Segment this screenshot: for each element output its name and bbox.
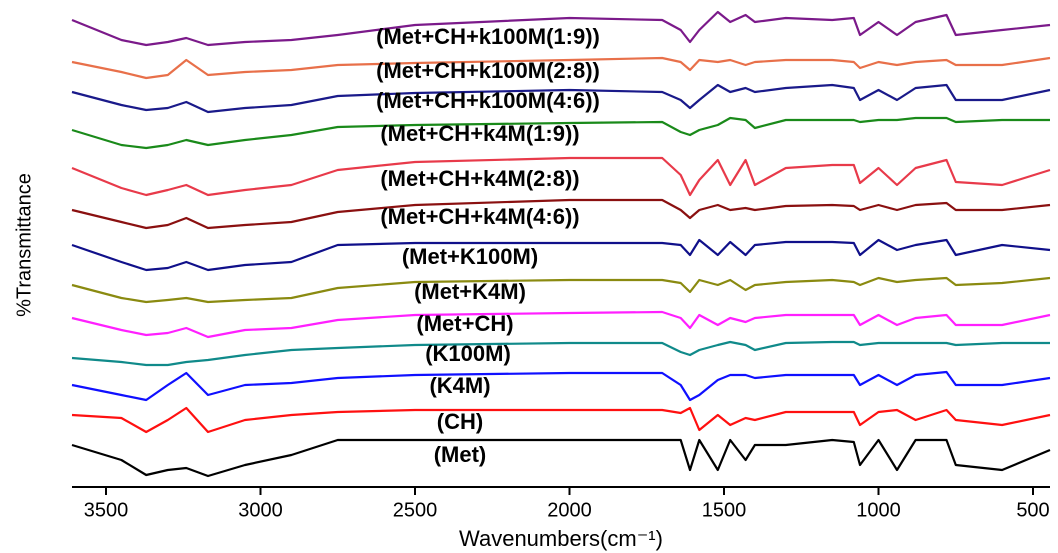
x-tick-label: 3500 <box>84 499 129 521</box>
spectrum-line <box>71 406 1051 434</box>
series-label: (Met+CH) <box>416 311 513 336</box>
spectrum-line <box>71 276 1051 304</box>
series-label: (Met+CH+k4M(1:9)) <box>380 121 579 146</box>
series-label: (K4M) <box>429 373 490 398</box>
spectrum-line <box>71 238 1051 272</box>
x-tick-label: 2500 <box>393 499 438 521</box>
x-tick-label: 1500 <box>702 499 747 521</box>
x-tick-label: 3000 <box>238 499 283 521</box>
spectrum-line <box>71 116 1050 150</box>
spectrum-line <box>71 340 1050 367</box>
series-label: (K100M) <box>425 341 511 366</box>
spectrum-line <box>71 310 1051 339</box>
x-tick-label: 500 <box>1016 499 1049 521</box>
spectrum-line <box>71 370 1051 402</box>
series-label: (Met) <box>434 442 487 467</box>
spectrum-line <box>71 198 1051 230</box>
series-label: (Met+CH+k100M(4:6)) <box>376 88 600 113</box>
spectrum-line <box>71 10 1051 47</box>
spectrum-line <box>71 438 1051 478</box>
series-label: (Met+K4M) <box>414 279 526 304</box>
spectrum-line <box>71 56 1051 80</box>
x-tick-label: 1000 <box>856 499 901 521</box>
y-axis-title: %Transmittance <box>13 173 35 317</box>
series-label: (Met+K100M) <box>402 244 538 269</box>
spectrum-line <box>71 83 1051 114</box>
x-axis-title: Wavenumbers(cm⁻¹) <box>459 526 663 551</box>
x-tick-label: 2000 <box>547 499 592 521</box>
series-label: (Met+CH+k4M(2:8)) <box>380 166 579 191</box>
series-label: (Met+CH+k4M(4:6)) <box>380 204 579 229</box>
series-label: (Met+CH+k100M(2:8)) <box>376 58 600 83</box>
series-label: (CH) <box>437 409 483 434</box>
spectrum-line <box>71 156 1051 197</box>
series-label: (Met+CH+k100M(1:9)) <box>376 24 600 49</box>
